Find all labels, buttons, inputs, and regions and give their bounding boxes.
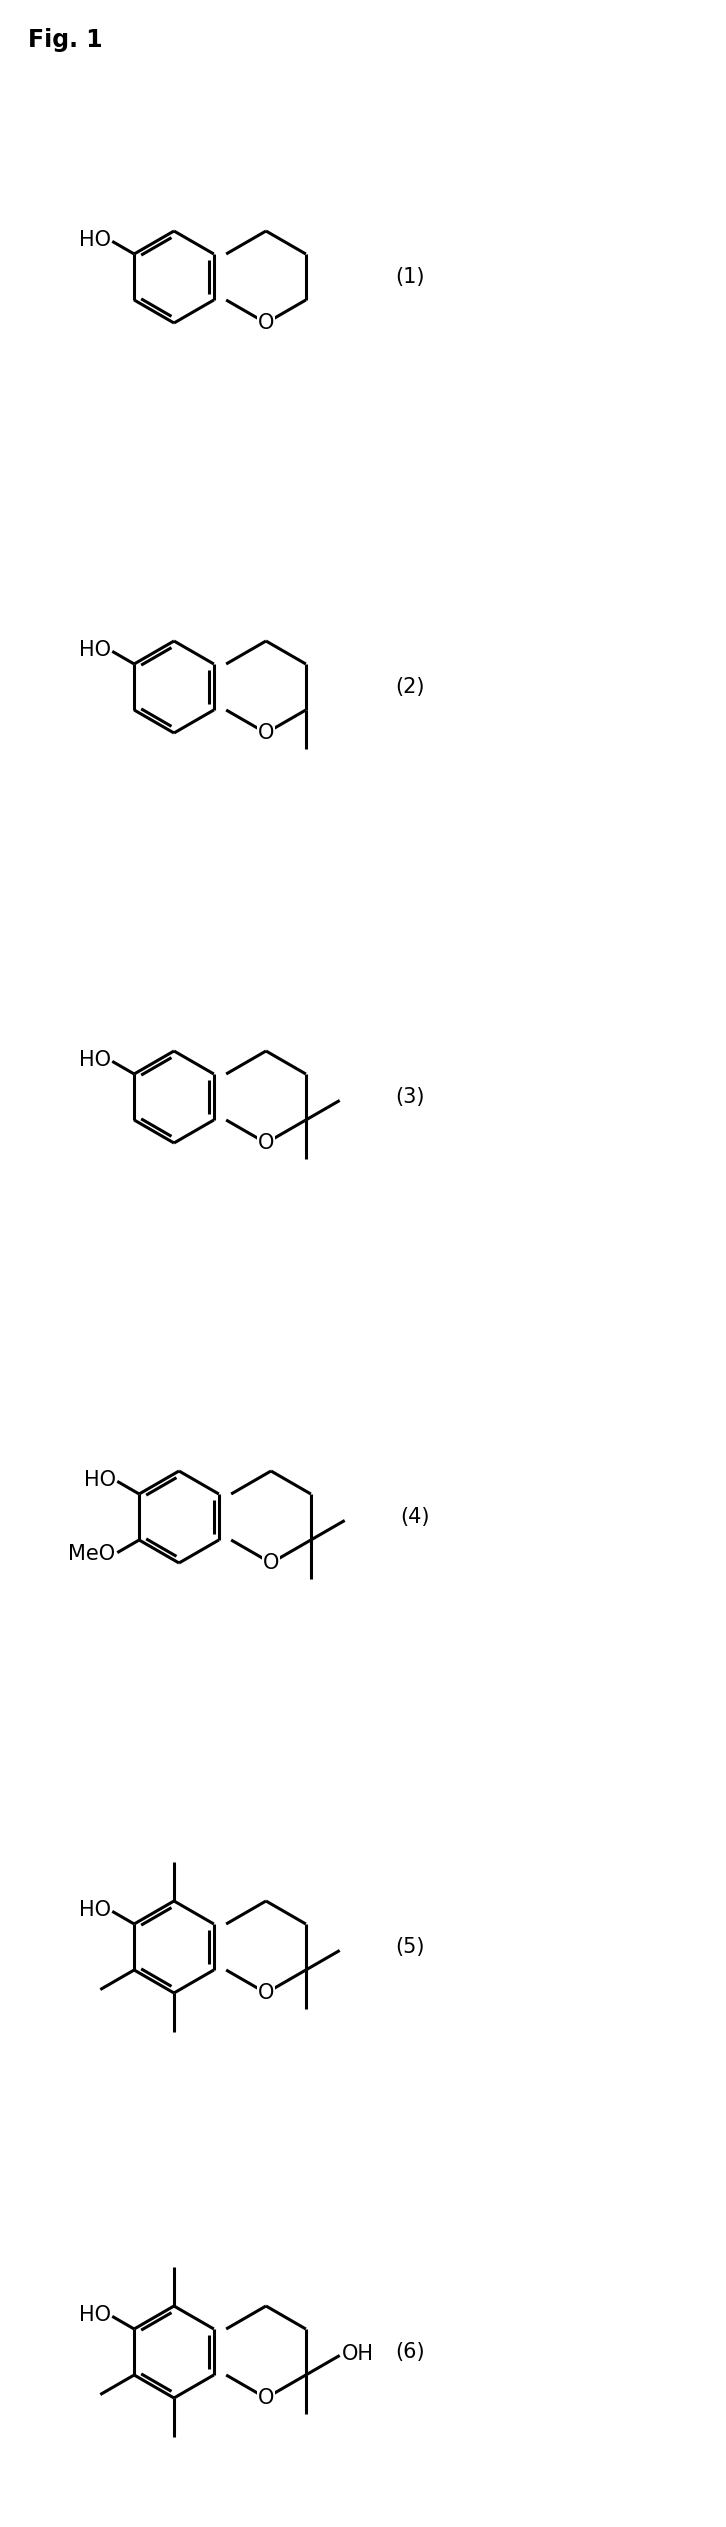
Text: HO: HO (78, 230, 110, 250)
Text: (3): (3) (395, 1087, 424, 1107)
Text: (5): (5) (395, 1938, 424, 1956)
Text: OH: OH (342, 2345, 375, 2363)
Text: MeO: MeO (68, 1544, 115, 1564)
Text: HO: HO (78, 1051, 110, 1071)
Text: Fig. 1: Fig. 1 (28, 28, 102, 53)
Text: (4): (4) (400, 1506, 429, 1526)
Text: (6): (6) (395, 2343, 425, 2363)
Text: O: O (258, 1984, 274, 2004)
Text: HO: HO (83, 1471, 115, 1491)
Text: HO: HO (78, 639, 110, 660)
Text: (2): (2) (395, 677, 424, 697)
Text: O: O (258, 2388, 274, 2408)
Text: O: O (258, 1132, 274, 1152)
Text: O: O (258, 313, 274, 334)
Text: HO: HO (78, 2305, 110, 2325)
Text: (1): (1) (395, 268, 424, 288)
Text: O: O (258, 723, 274, 743)
Text: O: O (263, 1554, 280, 1572)
Text: HO: HO (78, 1900, 110, 1921)
